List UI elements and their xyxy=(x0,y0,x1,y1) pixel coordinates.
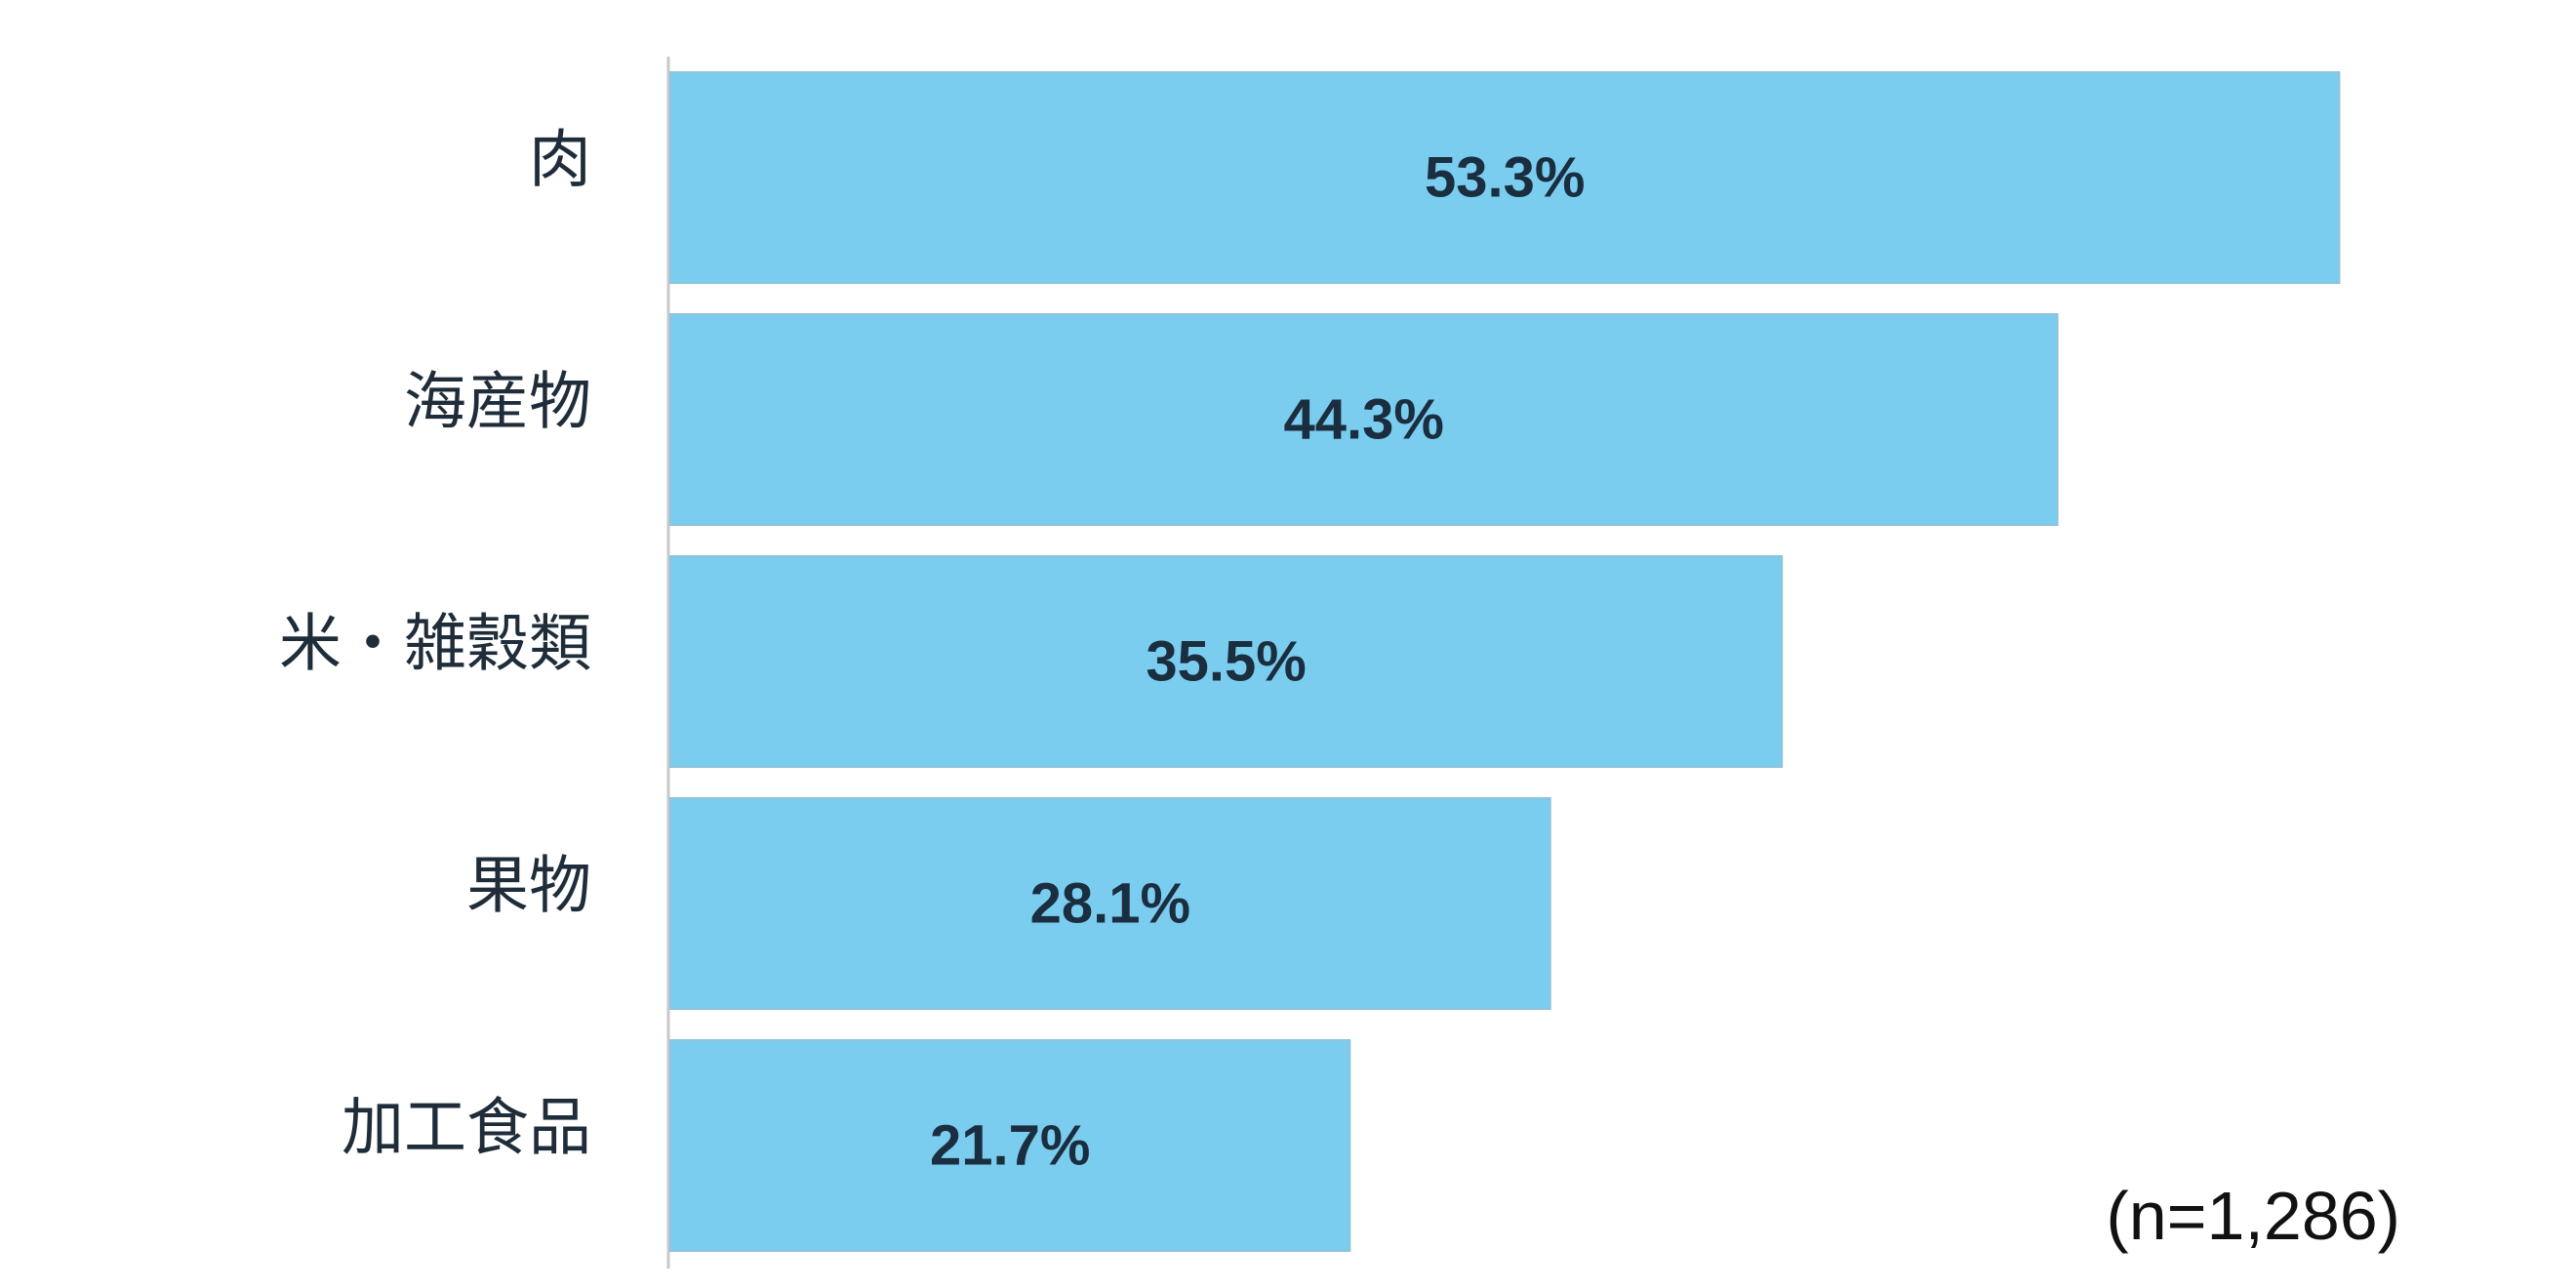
category-label-3: 果物 xyxy=(466,851,591,923)
bars-layer xyxy=(669,71,2341,1252)
bar-value-label-3: 28.1% xyxy=(1030,871,1190,935)
category-label-0: 肉 xyxy=(529,125,591,197)
bar-0 xyxy=(669,71,2341,284)
bar-3 xyxy=(669,797,1551,1010)
category-label-1: 海産物 xyxy=(404,367,591,439)
bar-value-label-4: 21.7% xyxy=(930,1113,1090,1177)
bar-4 xyxy=(669,1039,1351,1252)
labels-layer: 53.3% 肉 44.3% 海産物 35.5% 米・雑穀類 28.1% 果物 21.7% 加工食品 xyxy=(279,125,1585,1178)
bar-1 xyxy=(669,313,2059,526)
category-label-2: 米・雑穀類 xyxy=(279,609,591,681)
bar-value-label-0: 53.3% xyxy=(1425,145,1585,209)
bar-2 xyxy=(669,555,1784,768)
category-label-4: 加工食品 xyxy=(342,1093,591,1165)
bar-value-label-2: 35.5% xyxy=(1146,629,1306,693)
bar-value-label-1: 44.3% xyxy=(1284,387,1444,451)
sample-size-note: (n=1,286) xyxy=(2106,1178,2400,1254)
